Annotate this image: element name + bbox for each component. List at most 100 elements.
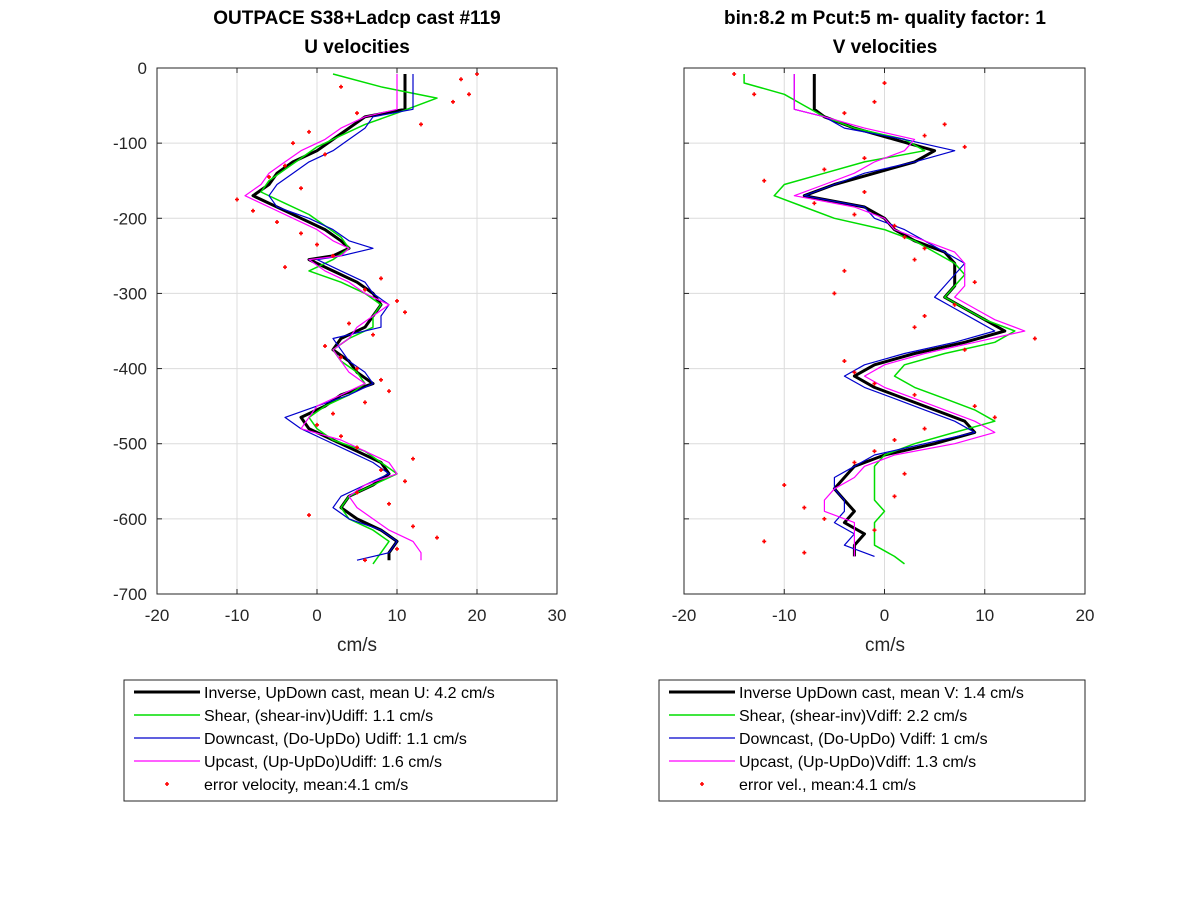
u-series-4-point — [451, 99, 455, 104]
u-series-4-point — [315, 422, 319, 427]
v-series — [732, 72, 1037, 565]
u-ytick-label: -200 — [113, 209, 147, 228]
v-series-4-point — [872, 449, 877, 454]
v-series-4-point — [782, 483, 787, 488]
u-series-4-point — [299, 231, 303, 236]
u-series-4-point — [379, 276, 383, 281]
u-series-4-point — [419, 122, 423, 127]
u-title-line1: OUTPACE S38+Ladcp cast #119 — [213, 8, 500, 29]
u-ticks: -20 -10 0 10 20 300-100-200-300-400-500-600-7… — [113, 59, 566, 625]
v-series-0-line — [802, 74, 1007, 557]
v-title-line1: bin:8.2 m Pcut:5 m- quality factor: 1 — [724, 8, 1046, 29]
u-series-4-point — [299, 186, 303, 191]
v-series-4-point — [912, 257, 917, 262]
v-series-4-point — [822, 516, 827, 521]
v-series-4-point — [892, 223, 897, 228]
v-series-4-point — [962, 347, 967, 352]
v-series-4-point — [882, 81, 887, 86]
u-legend-label: Inverse, UpDown cast, mean U: 4.2 cm/s — [204, 685, 495, 702]
v-xtick-label: 0 — [880, 606, 889, 625]
v-series-4-point — [862, 189, 867, 194]
v-series-4-point — [872, 528, 877, 533]
v-series-4-point — [842, 359, 847, 364]
u-series-4-point — [379, 468, 383, 473]
v-series-4-point — [952, 302, 957, 307]
v-series-1-line — [743, 74, 1016, 565]
u-series-4-point — [291, 141, 295, 146]
u-series-1-line — [260, 73, 438, 565]
v-legend-marker — [700, 782, 704, 786]
u-series-4-point — [355, 445, 359, 450]
u-series-4-point — [339, 434, 343, 439]
v-series-4-error-points — [732, 72, 1037, 555]
v-legend-label: Upcast, (Up-UpDo)Vdiff: 1.3 cm/s — [739, 754, 976, 771]
u-velocity-panel: OUTPACE S38+Ladcp cast #119 U velocities… — [113, 8, 566, 802]
u-title-line2: U velocities — [304, 37, 410, 58]
v-series-4-point — [752, 92, 757, 97]
v-series-4-point — [862, 156, 867, 161]
v-series-4-point — [962, 144, 967, 149]
v-series-4-point — [852, 370, 857, 375]
u-series-4-point — [467, 92, 471, 97]
u-ytick-label: -400 — [113, 360, 147, 379]
u-legend-label: error velocity, mean:4.1 cm/s — [204, 777, 408, 794]
u-series-4-point — [435, 535, 439, 540]
v-series-4-point — [922, 246, 927, 251]
u-legend-entries: Inverse, UpDown cast, mean U: 4.2 cm/s Sh… — [134, 685, 495, 794]
u-xtick-label: -20 — [145, 606, 170, 625]
v-xtick-label: 20 — [1076, 606, 1095, 625]
u-series-4-point — [251, 208, 255, 213]
u-ytick-label: -100 — [113, 134, 147, 153]
u-series-4-point — [307, 129, 311, 134]
u-series-4-point — [267, 174, 271, 179]
u-series-4-point — [283, 163, 287, 168]
u-legend-marker — [165, 782, 169, 786]
u-plot-frame — [156, 67, 558, 595]
u-series-4-point — [363, 287, 367, 292]
v-series-4-point — [802, 550, 807, 555]
v-series-4-point — [822, 167, 827, 172]
v-series-4-point — [812, 201, 817, 206]
v-series-4-point — [832, 291, 837, 296]
v-series-4-point — [1032, 336, 1037, 341]
u-series-4-error-points — [235, 72, 479, 563]
u-ytick-label: -500 — [113, 435, 147, 454]
u-legend-label: Downcast, (Do-UpDo) Udiff: 1.1 cm/s — [204, 731, 467, 748]
u-series-4-point — [387, 389, 391, 394]
v-series-4-point — [852, 212, 857, 217]
v-series-4-point — [732, 72, 737, 77]
v-velocity-panel: bin:8.2 m Pcut:5 m- quality factor: 1 V … — [658, 8, 1095, 802]
u-series-4-point — [347, 321, 351, 326]
u-series-4-point — [363, 558, 367, 563]
v-series-4-point — [892, 437, 897, 442]
v-series-4-point — [942, 122, 947, 127]
u-series-4-point — [275, 220, 279, 225]
u-series-4-point — [235, 197, 239, 202]
v-legend-label: Inverse UpDown cast, mean V: 1.4 cm/s — [739, 685, 1024, 702]
v-series-4-point — [852, 460, 857, 465]
v-legend-label: error vel., mean:4.1 cm/s — [739, 777, 916, 794]
u-xtick-label: 0 — [312, 606, 321, 625]
u-series-4-point — [459, 77, 463, 82]
u-series-4-point — [403, 479, 407, 484]
u-series-4-point — [379, 377, 383, 382]
v-series-4-point — [762, 539, 767, 544]
u-series-4-point — [323, 152, 327, 157]
u-series-4-point — [355, 490, 359, 495]
v-series-4-point — [972, 404, 977, 409]
v-series-4-point — [902, 471, 907, 476]
v-series-4-point — [922, 133, 927, 138]
v-series-4-point — [902, 235, 907, 240]
u-series-4-point — [315, 242, 319, 247]
u-series-4-point — [387, 501, 391, 506]
u-series-4-point — [403, 310, 407, 315]
v-series-4-point — [842, 111, 847, 116]
v-series-4-point — [922, 426, 927, 431]
v-series-4-point — [872, 99, 877, 104]
v-series-4-point — [912, 392, 917, 397]
u-series-4-point — [307, 513, 311, 518]
v-legend-label: Shear, (shear-inv)Vdiff: 2.2 cm/s — [739, 708, 967, 725]
u-series-4-point — [339, 355, 343, 360]
v-xtick-label: -20 — [672, 606, 697, 625]
v-legend — [658, 679, 1086, 802]
